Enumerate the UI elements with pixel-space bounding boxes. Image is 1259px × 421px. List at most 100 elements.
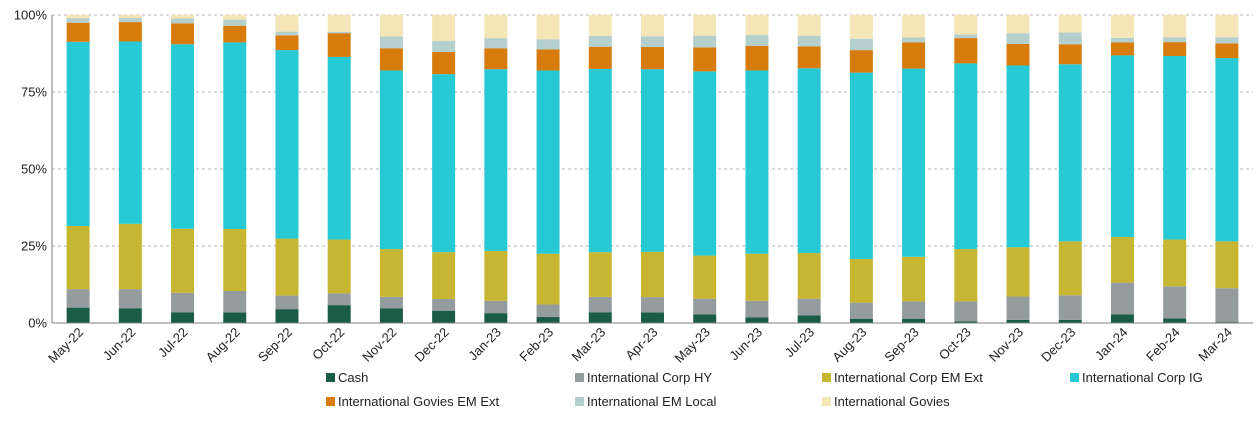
bar-segment — [536, 39, 560, 50]
bar-segment — [1058, 319, 1082, 323]
bar-segment — [902, 301, 926, 319]
bar-segment — [327, 305, 351, 323]
bar-segment — [432, 252, 456, 299]
bar-segment — [275, 238, 299, 296]
bar-segment — [849, 50, 873, 73]
bar-segment — [1006, 247, 1030, 297]
bar-segment — [797, 315, 821, 323]
bar-segment — [588, 46, 612, 69]
x-tick-label: Nov-22 — [359, 325, 399, 365]
bar-segment — [327, 293, 351, 306]
bar-segment — [379, 249, 403, 297]
legend-swatch — [822, 373, 831, 382]
bar-segment — [223, 42, 247, 230]
bar-segment — [66, 18, 90, 23]
bar-segment — [1006, 43, 1030, 66]
bar-segment — [745, 317, 769, 323]
x-tick-label: Oct-23 — [936, 325, 974, 363]
bar-segment — [171, 23, 195, 45]
x-tick-label: Oct-22 — [309, 325, 347, 363]
bar-segment — [1163, 318, 1187, 323]
x-tick-label: Jun-22 — [100, 325, 139, 364]
bar-segment — [379, 36, 403, 49]
x-tick-label: May-22 — [45, 325, 86, 366]
y-tick-labels: 0% 25% 50% 75% 100% — [14, 8, 48, 331]
bar-segment — [432, 40, 456, 52]
bar-segment — [484, 313, 508, 323]
bar-segment — [1110, 314, 1134, 323]
bar-segment — [484, 48, 508, 70]
legend-label: International Corp EM Ext — [834, 370, 983, 385]
bar-segment — [797, 68, 821, 254]
bar-segment — [118, 308, 142, 323]
bar-segment — [1006, 296, 1030, 320]
bar-segment — [1110, 282, 1134, 315]
y-tick-label: 50% — [21, 162, 47, 177]
bar-segment — [432, 74, 456, 253]
legend-label: International Govies EM Ext — [338, 394, 500, 409]
bar-segment — [171, 44, 195, 229]
bar-segment — [118, 289, 142, 309]
bar-segment — [118, 15, 142, 19]
x-tick-label: Sep-23 — [881, 325, 921, 365]
bar-segment — [797, 15, 821, 36]
bar-segment — [1058, 44, 1082, 65]
bar-segment — [849, 302, 873, 319]
y-tick-label: 75% — [21, 85, 47, 100]
bar-segment — [327, 56, 351, 240]
bar-segment — [954, 38, 978, 64]
bar-segment — [1058, 241, 1082, 296]
bar-segment — [1110, 37, 1134, 43]
bar-segment — [536, 70, 560, 254]
bar-segment — [1215, 37, 1239, 44]
bar-segment — [641, 69, 664, 252]
bar-segment — [954, 321, 978, 323]
bar-segment — [588, 252, 612, 297]
bar-segment — [484, 69, 508, 251]
legend-label: Cash — [338, 370, 368, 385]
bar-segment — [327, 239, 351, 294]
bar-segment — [1215, 58, 1239, 242]
bar-segment — [745, 253, 769, 301]
bar-segment — [1215, 241, 1239, 289]
legend-swatch — [822, 397, 831, 406]
legend-label: International EM Local — [587, 394, 716, 409]
bar-segment — [849, 72, 873, 259]
bar-segment — [223, 25, 247, 43]
bar-segment — [1110, 15, 1134, 38]
bar-segment — [66, 41, 90, 226]
bar-segment — [693, 298, 717, 315]
legend: Cash International Corp HY International C… — [326, 370, 1203, 409]
legend-swatch — [326, 373, 335, 382]
bar-segment — [902, 256, 926, 302]
bar-segment — [588, 312, 612, 323]
bar-segment — [66, 22, 90, 42]
bar-segment — [954, 249, 978, 302]
bar-segment — [1163, 42, 1187, 56]
bar-segment — [327, 33, 351, 57]
bar-segment — [954, 15, 978, 35]
bar-segment — [693, 71, 717, 256]
bar-segment — [849, 38, 873, 51]
x-tick-label: Jan-23 — [465, 325, 504, 364]
axes — [51, 15, 1253, 324]
bar-segment — [275, 295, 299, 310]
bar-segment — [432, 51, 456, 75]
bar-segment — [171, 312, 195, 323]
bar-segment — [1215, 15, 1239, 38]
x-tick-label: Jun-23 — [726, 325, 765, 364]
bar-segment — [275, 309, 299, 323]
bar-segment — [223, 19, 247, 26]
bar-segment — [379, 308, 403, 323]
bar-segment — [1058, 295, 1082, 320]
bar-segment — [379, 296, 403, 309]
x-tick-label: Aug-23 — [829, 325, 869, 365]
bar-segment — [1110, 42, 1134, 56]
bar-segment — [1006, 65, 1030, 248]
bar-segment — [902, 68, 926, 257]
bar-segment — [66, 289, 90, 308]
bar-segment — [745, 45, 769, 71]
bar-segment — [1163, 286, 1187, 319]
x-tick-labels: May-22 Jun-22 Jul-22 Aug-22 Sep-22 Oct-22 Nov-… — [45, 325, 1235, 366]
y-tick-label: 25% — [21, 239, 47, 254]
